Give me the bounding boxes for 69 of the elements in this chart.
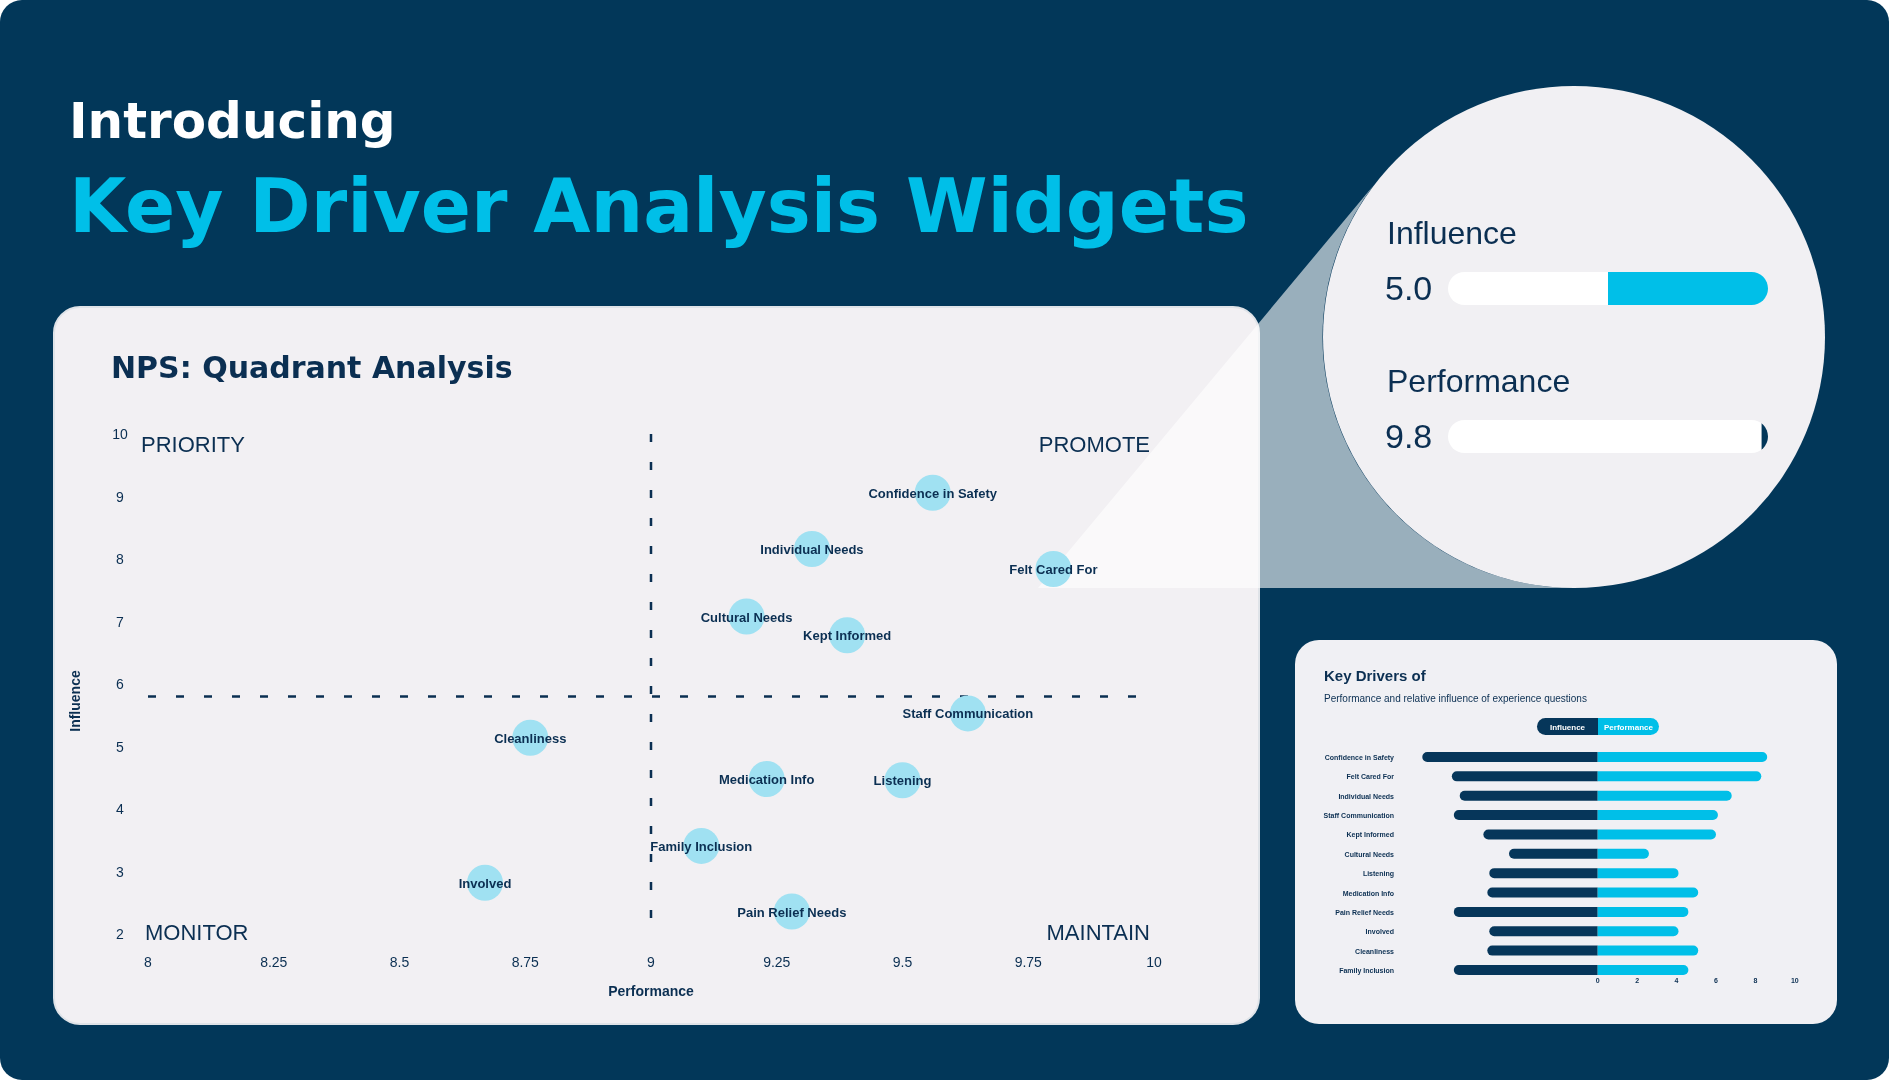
text: Influence	[1549, 722, 1586, 731]
y-tick-label: 5	[116, 738, 125, 755]
bar	[1459, 790, 1598, 801]
y-tick-label: 4	[116, 801, 125, 817]
bar	[1487, 945, 1598, 956]
series-label: Medication Info	[719, 771, 815, 787]
annotation: PRIORITY	[141, 432, 246, 457]
chart-title: Key Drivers of	[1324, 667, 1427, 684]
annotation: MONITOR	[145, 920, 249, 945]
series-label: Family Inclusion	[650, 838, 753, 854]
x-tick-label: 10	[1146, 954, 1162, 970]
y-axis-title: Influence	[67, 670, 83, 732]
series-label: Felt Cared For	[1009, 561, 1098, 577]
series-label: Cultural Needs	[700, 609, 793, 624]
x-tick-label: 9	[647, 954, 656, 970]
y-tick-label: 7	[116, 613, 125, 630]
series-label: Cleanliness	[494, 730, 567, 746]
bar	[1597, 790, 1732, 801]
chart-subtitle: Performance and relative influence of experience questions	[1324, 693, 1587, 704]
bar	[1489, 926, 1598, 937]
annotation: MAINTAIN	[1046, 920, 1150, 945]
y-tick-label: 6	[116, 676, 125, 692]
text: Introducing	[69, 92, 396, 150]
series-label: Staff Communication	[902, 705, 1034, 721]
bar	[1597, 906, 1689, 917]
series-label: Involved	[458, 875, 512, 891]
x-tick-label: 8.75	[511, 954, 540, 970]
bar	[1483, 829, 1598, 840]
data-label: 5.0	[1385, 269, 1433, 307]
bar	[1453, 810, 1598, 821]
annotation: PROMOTE	[1038, 432, 1150, 457]
bar	[1422, 752, 1598, 762]
chart-title: NPS: Quadrant Analysis	[111, 350, 513, 385]
bar	[1489, 868, 1598, 879]
y-tick-label: 2	[116, 926, 125, 942]
series-label: Pain Relief Needs	[737, 904, 847, 919]
bar	[1597, 964, 1689, 975]
x-axis-title: Performance	[608, 983, 695, 999]
y-tick-label: 3	[116, 863, 125, 880]
x-tick-label: 9.75	[1014, 954, 1043, 970]
x-tick-label: 8.25	[260, 954, 288, 970]
bar	[1509, 848, 1598, 859]
text: Key Driver Analysis Widgets	[69, 163, 1249, 249]
data-label: 9.8	[1385, 417, 1433, 455]
series-label: Listening	[873, 772, 932, 788]
bar	[1453, 964, 1598, 975]
series-label: Kept Informed	[803, 627, 892, 643]
text: Performance	[1604, 722, 1654, 731]
bar	[1487, 887, 1598, 898]
x-tick-label: 9.5	[892, 954, 913, 970]
bar	[1453, 906, 1598, 917]
bar	[1597, 887, 1699, 898]
bar	[1597, 810, 1718, 821]
bar	[1597, 868, 1679, 879]
bar	[1597, 771, 1762, 782]
y-tick-label: 8	[116, 551, 125, 567]
bar	[1597, 926, 1679, 937]
bar	[1597, 945, 1699, 956]
series-label: Individual Needs	[760, 541, 864, 557]
x-tick-label: 8.5	[389, 954, 410, 970]
x-tick-label: 8	[144, 954, 153, 970]
bar	[1451, 771, 1598, 782]
y-tick-label: 10	[112, 426, 128, 442]
bar	[1597, 829, 1716, 840]
bar	[1597, 848, 1649, 859]
bar	[1597, 752, 1768, 762]
x-tick-label: 9.25	[763, 954, 791, 970]
series-label: Confidence in Safety	[868, 485, 998, 501]
y-tick-label: 9	[116, 488, 125, 505]
